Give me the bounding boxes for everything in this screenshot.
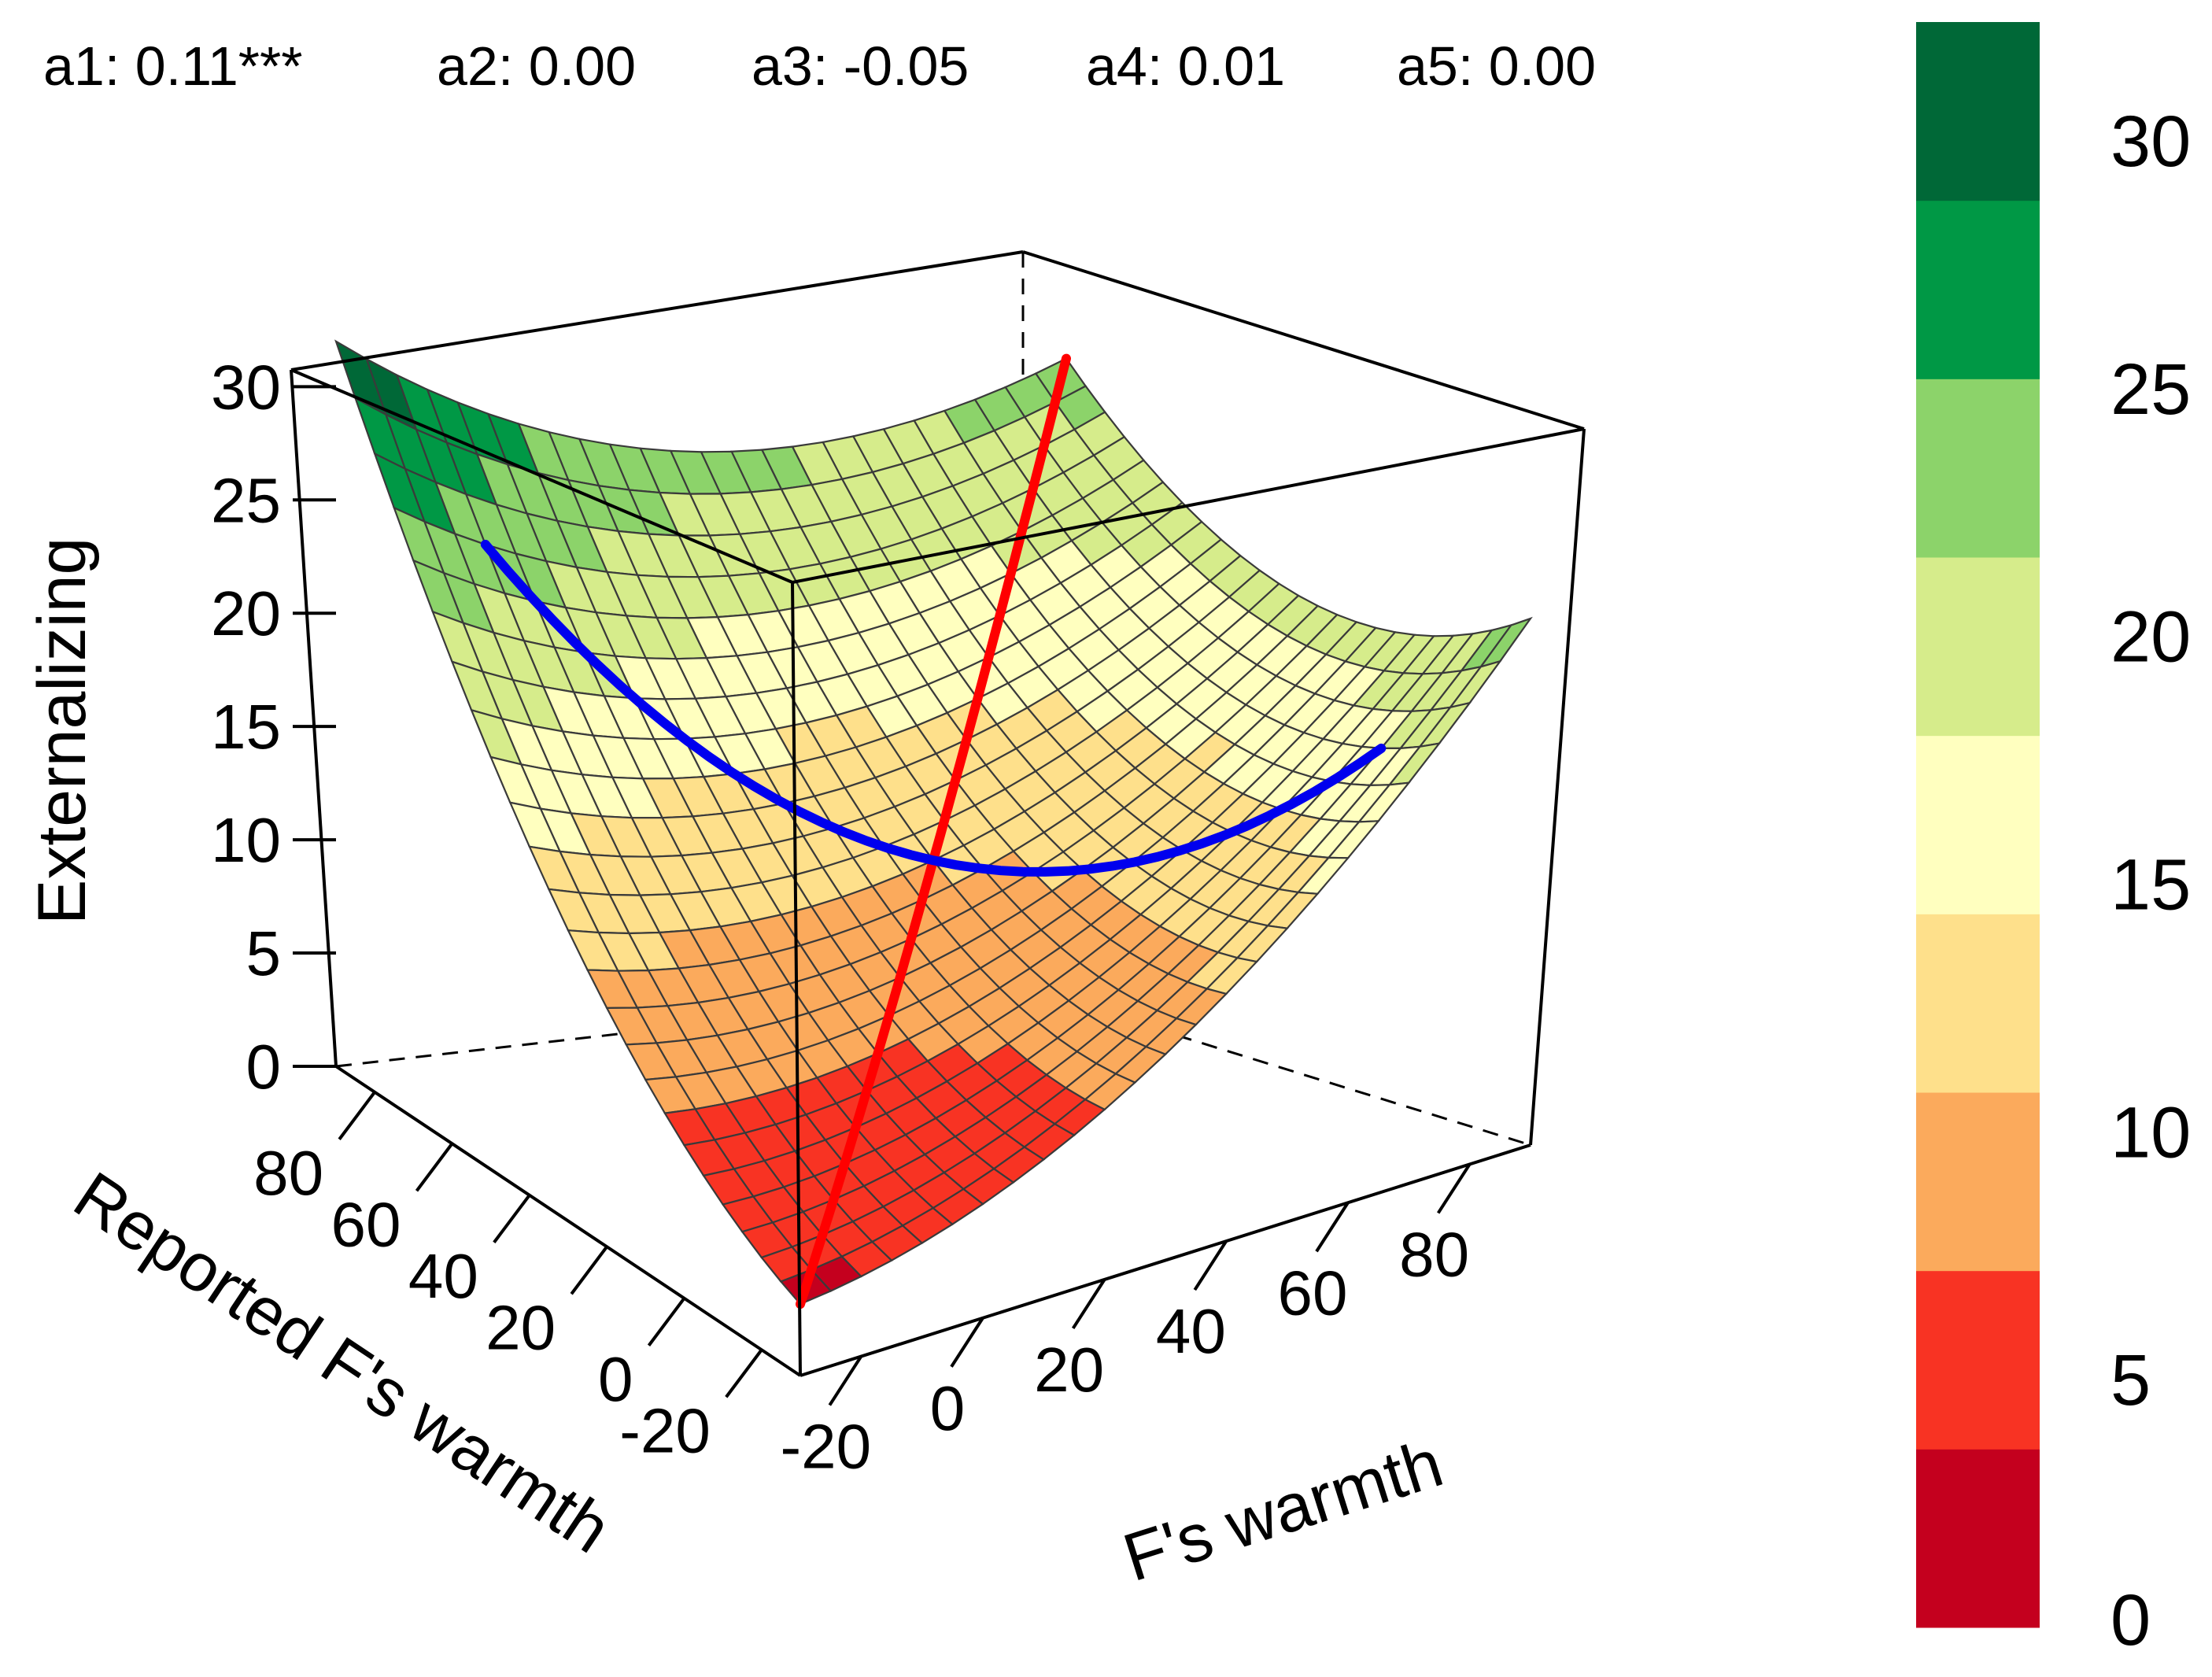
- colorbar-swatch: [1916, 914, 2040, 1093]
- z-tick-label: 5: [246, 918, 282, 988]
- coefficient-header: a1: 0.11*** a2: 0.00 a3: -0.05 a4: 0.01 …: [43, 35, 1596, 97]
- box-edge-right-vertical: [1529, 428, 1586, 1146]
- x-tick-label: -20: [781, 1412, 872, 1482]
- coef-a1: a1: 0.11***: [43, 35, 303, 97]
- box-edge-top-back-left: [290, 250, 1024, 371]
- x-tick-label: 60: [1278, 1258, 1348, 1328]
- coef-a5: a5: 0.00: [1397, 35, 1596, 97]
- coef-a4: a4: 0.01: [1086, 35, 1285, 97]
- x-axis-title: F's warmth: [1115, 1425, 1451, 1596]
- box-edge-top-front-left: [290, 368, 793, 584]
- box-edge-left-vertical: [290, 369, 338, 1067]
- y-tick-mark: [493, 1194, 531, 1243]
- x-tick-mark: [828, 1355, 863, 1406]
- colorbar-swatch: [1916, 22, 2040, 201]
- z-tick-label: 20: [211, 578, 281, 648]
- colorbar-swatch: [1916, 200, 2040, 379]
- colorbar-swatch: [1916, 557, 2040, 737]
- colorbar-tick-label: 25: [2110, 349, 2191, 430]
- x-tick-label: 0: [930, 1373, 966, 1443]
- colorbar-tick-label: 15: [2110, 845, 2191, 925]
- colorbar-swatch: [1916, 1449, 2040, 1628]
- box-edge-bottom-right: [799, 1143, 1531, 1377]
- colorbar-swatch: [1916, 1270, 2040, 1450]
- z-tick-label: 15: [211, 692, 281, 762]
- surface-curves: [480, 353, 1387, 1309]
- colorbar-tick-label: 30: [2110, 102, 2191, 182]
- color-legend: 0 5 10 15 20 25 30: [1916, 22, 2191, 1660]
- x-tick-label: 40: [1156, 1296, 1226, 1366]
- box-edge-top-front-right: [792, 427, 1585, 584]
- colorbar-tick-label: 10: [2110, 1092, 2191, 1173]
- x-tick-mark: [1315, 1202, 1350, 1253]
- box-edge-top-back-right: [1022, 250, 1585, 430]
- y-tick-label: 40: [408, 1241, 478, 1311]
- y-tick-label: 80: [253, 1138, 323, 1208]
- box-front-edges: [290, 250, 1586, 1377]
- y-tick-mark: [725, 1349, 763, 1398]
- incongruence-line: [480, 539, 1387, 877]
- y-tick-mark: [647, 1297, 686, 1346]
- y-tick-label: 0: [598, 1344, 633, 1414]
- y-tick-mark: [415, 1143, 454, 1192]
- z-tick-label: 0: [246, 1032, 282, 1102]
- colorbar-swatch: [1916, 379, 2040, 558]
- z-tick-label: 10: [211, 805, 281, 875]
- y-tick-mark: [338, 1091, 376, 1140]
- response-surface: [334, 339, 1533, 1306]
- x-tick-label: 20: [1034, 1335, 1104, 1405]
- colorbar-tick-label: 20: [2110, 597, 2191, 678]
- y-tick-label: 20: [486, 1292, 556, 1362]
- y-tick-label: 60: [331, 1189, 401, 1259]
- box-edge-front-vertical: [791, 582, 802, 1376]
- colorbar-tick-label: 5: [2110, 1340, 2151, 1420]
- coef-a2: a2: 0.00: [437, 35, 636, 97]
- y-tick-label: -20: [619, 1395, 711, 1465]
- x-tick-mark: [1193, 1239, 1228, 1291]
- colorbar-swatch: [1916, 735, 2040, 914]
- box-edge-bottom-left: [334, 1065, 802, 1377]
- z-axis-title: Externalizing: [24, 537, 100, 925]
- coef-a3: a3: -0.05: [751, 35, 969, 97]
- colorbar-swatch: [1916, 1092, 2040, 1272]
- x-tick-mark: [1071, 1278, 1106, 1330]
- z-tick-label: 30: [211, 352, 281, 422]
- z-tick-label: 25: [211, 465, 281, 535]
- colorbar-tick-label: 0: [2110, 1580, 2151, 1660]
- x-tick-mark: [950, 1317, 984, 1368]
- y-tick-mark: [570, 1246, 608, 1295]
- x-tick-mark: [1436, 1163, 1472, 1214]
- x-tick-label: 80: [1399, 1219, 1469, 1289]
